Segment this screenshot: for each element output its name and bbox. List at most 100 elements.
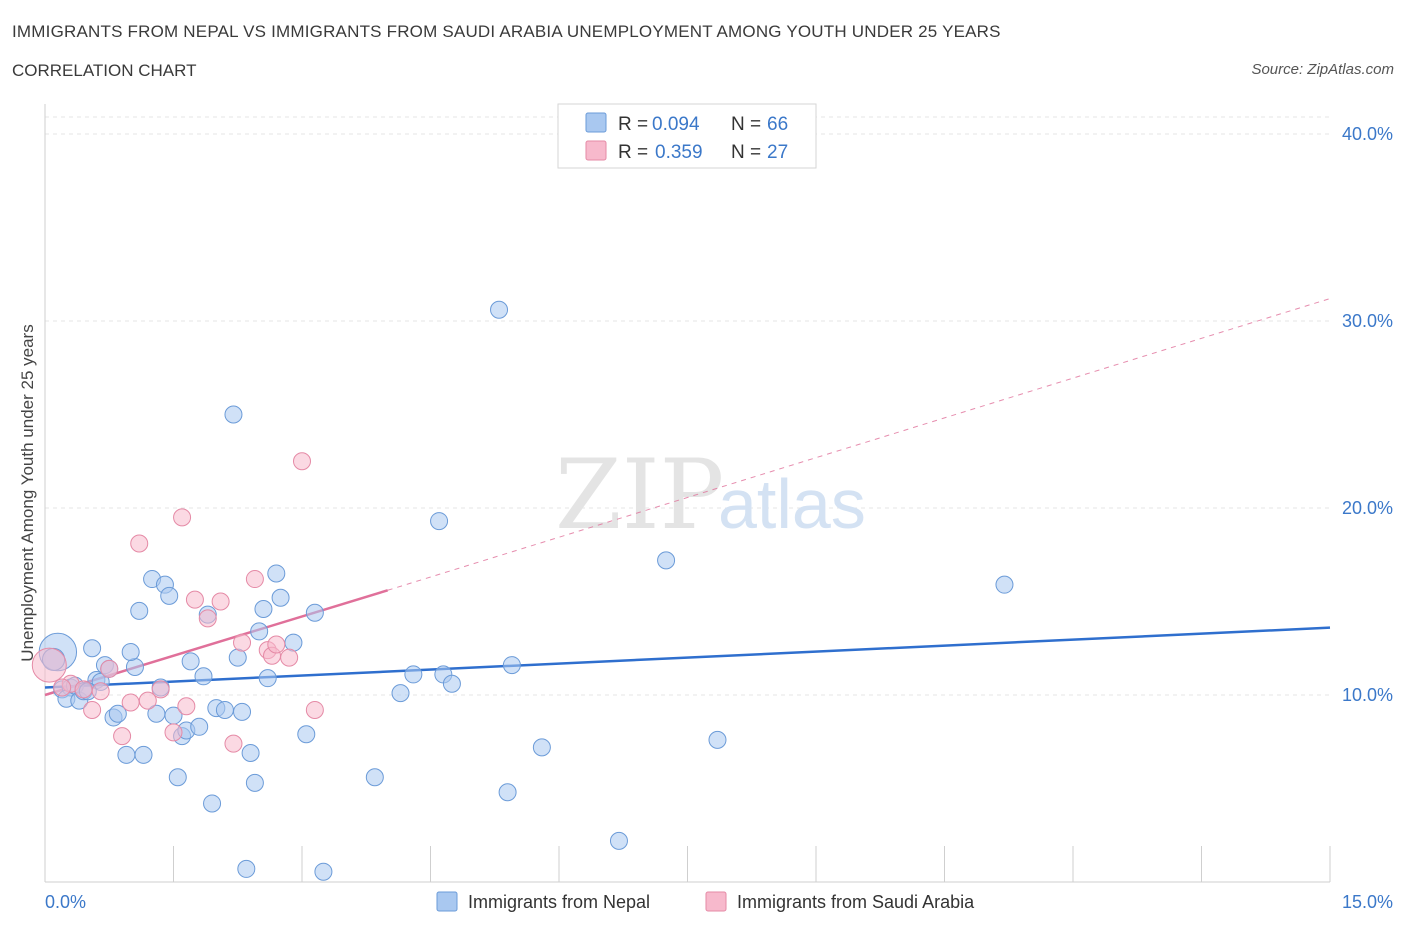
nepal-point: [254, 599, 273, 618]
y-tick-label: 40.0%: [1342, 124, 1393, 144]
nepal-point: [430, 512, 449, 531]
nepal-n-label: N =: [731, 114, 761, 135]
saudi-series-label: Immigrants from Saudi Arabia: [737, 892, 975, 912]
nepal-legend-swatch: [585, 112, 607, 133]
source-credit: Source: ZipAtlas.com: [1251, 61, 1394, 78]
saudi-point: [245, 570, 264, 589]
nepal-point: [297, 725, 316, 744]
nepal-point: [237, 859, 256, 878]
watermark-zip: ZIP: [555, 439, 724, 551]
nepal-point: [995, 575, 1014, 594]
saudi-n-label: N =: [731, 142, 761, 163]
saudi-series-swatch: [705, 891, 727, 912]
saudi-point: [121, 693, 140, 712]
nepal-point: [224, 405, 243, 424]
saudi-point: [233, 633, 252, 652]
nepal-n-value: 66: [767, 114, 788, 135]
nepal-point: [391, 684, 410, 703]
saudi-n-value: 27: [767, 142, 788, 163]
saudi-point: [198, 609, 217, 628]
stats-legend: R = 0.094 N = 66 R = 0.359 N = 27: [557, 103, 817, 169]
nepal-point: [609, 831, 628, 850]
saudi-legend-swatch: [585, 140, 607, 161]
x-tick-label-max: 15.0%: [1342, 892, 1393, 912]
grid-lines: [45, 116, 1330, 696]
nepal-point: [160, 586, 179, 605]
nepal-series-swatch: [436, 891, 458, 912]
nepal-point: [284, 633, 303, 652]
nepal-point: [404, 665, 423, 684]
saudi-point: [83, 700, 102, 719]
data-points: [31, 300, 1014, 881]
x-tick-label-min: 0.0%: [45, 892, 86, 912]
nepal-point: [233, 702, 252, 721]
nepal-point: [168, 768, 187, 787]
saudi-point: [53, 678, 72, 697]
nepal-point: [241, 743, 260, 762]
nepal-point: [125, 657, 144, 676]
saudi-point: [130, 534, 149, 553]
tick-labels: 10.0% 20.0% 30.0% 40.0% 0.0% 15.0%: [45, 124, 1393, 912]
saudi-point: [138, 691, 157, 710]
nepal-point: [181, 652, 200, 671]
saudi-point: [151, 680, 170, 699]
nepal-point: [442, 674, 461, 693]
y-tick-label: 10.0%: [1342, 685, 1393, 705]
nepal-point: [258, 669, 277, 688]
nepal-point: [117, 745, 136, 764]
y-axis-label: Unemployment Among Youth under 25 years: [18, 324, 37, 661]
nepal-point: [532, 738, 551, 757]
saudi-point: [173, 508, 192, 527]
nepal-point: [708, 730, 727, 749]
axes: [44, 104, 1331, 883]
saudi-point: [211, 592, 230, 611]
saudi-point: [91, 682, 110, 701]
saudi-point: [113, 727, 132, 746]
nepal-point: [271, 588, 290, 607]
saudi-point: [267, 635, 286, 654]
saudi-point: [185, 590, 204, 609]
saudi-point: [74, 680, 93, 699]
watermark: ZIP atlas: [555, 439, 866, 551]
nepal-point: [498, 783, 517, 802]
saudi-point: [224, 734, 243, 753]
saudi-trend-extension: [387, 298, 1331, 591]
saudi-point: [293, 452, 311, 471]
nepal-r-value: 0.094: [652, 114, 700, 135]
saudi-point: [305, 700, 324, 719]
nepal-point: [134, 745, 153, 764]
saudi-point: [100, 659, 119, 678]
series-legend: Immigrants from Nepal Immigrants from Sa…: [436, 891, 975, 912]
nepal-point: [108, 704, 127, 723]
nepal-series-label: Immigrants from Nepal: [468, 892, 650, 912]
nepal-point: [245, 773, 264, 792]
nepal-point: [305, 603, 324, 622]
nepal-point: [657, 551, 676, 570]
nepal-point: [267, 564, 286, 583]
saudi-point: [31, 647, 67, 683]
nepal-point: [130, 601, 149, 620]
nepal-point: [83, 639, 102, 658]
watermark-atlas: atlas: [718, 465, 866, 543]
nepal-point: [190, 717, 209, 736]
saudi-r-label: R =: [618, 142, 648, 163]
saudi-point: [164, 723, 183, 742]
chart-title: IMMIGRANTS FROM NEPAL VS IMMIGRANTS FROM…: [12, 22, 1001, 41]
y-tick-label: 30.0%: [1342, 311, 1393, 331]
saudi-point: [280, 648, 299, 667]
saudi-point: [177, 697, 196, 716]
chart-subtitle: CORRELATION CHART: [12, 61, 197, 80]
nepal-point: [194, 667, 213, 686]
y-tick-label: 20.0%: [1342, 498, 1393, 518]
nepal-point: [365, 768, 384, 787]
nepal-point: [502, 656, 521, 675]
nepal-point: [228, 648, 247, 667]
saudi-r-value: 0.359: [655, 142, 703, 163]
nepal-point: [121, 642, 140, 661]
nepal-point: [203, 794, 222, 813]
nepal-point: [215, 700, 234, 719]
nepal-r-label: R =: [618, 114, 648, 135]
nepal-point: [490, 300, 509, 319]
nepal-point: [250, 622, 269, 641]
